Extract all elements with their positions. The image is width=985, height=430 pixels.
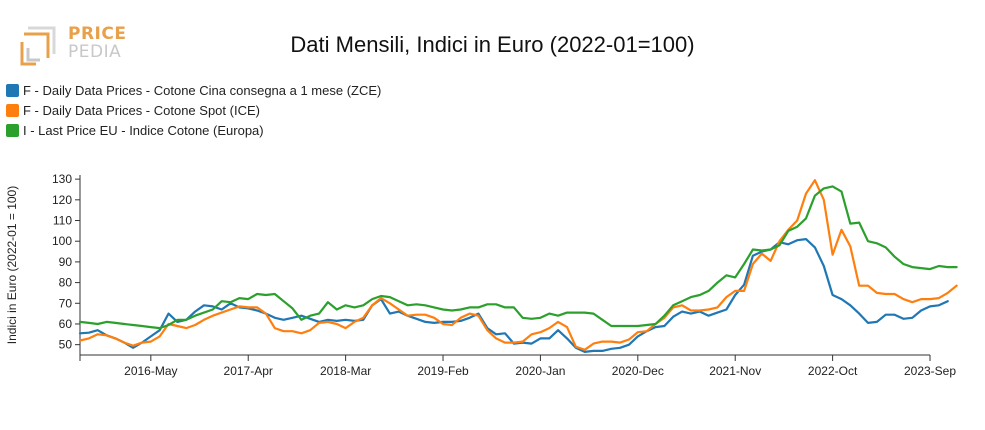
x-tick-label: 2020-Dec [612,364,664,378]
y-tick-label: 50 [59,338,73,352]
x-tick-label: 2020-Jan [515,364,565,378]
pricepedia-logo: PRICE PEDIA [18,24,128,68]
series-lines [78,179,958,353]
x-tick-label: 2022-Oct [808,364,858,378]
legend-item-ice[interactable]: F - Daily Data Prices - Cotone Spot (ICE… [6,100,381,120]
x-tick-label: 2017-Apr [224,364,273,378]
chart-title: Dati Mensili, Indici in Euro (2022-01=10… [290,32,695,57]
y-tick-label: 90 [59,255,73,269]
legend: F - Daily Data Prices - Cotone Cina cons… [6,80,381,140]
axes: 50 60 70 80 90 100 110 120 130 2016-May 2017-Apr 20… [52,172,956,378]
y-tick-label: 110 [53,214,72,228]
logo-line1: PRICE [68,24,127,44]
logo-mark-icon [20,26,56,66]
legend-label-zce: F - Daily Data Prices - Cotone Cina cons… [23,82,382,98]
legend-swatch-ice [6,103,19,117]
logo-text: PRICE PEDIA [68,26,126,61]
y-tick-label: 60 [59,317,73,331]
x-tick-label: 2021-Nov [709,364,761,378]
legend-swatch-eu [6,123,19,137]
legend-label-ice: F - Daily Data Prices - Cotone Spot (ICE… [23,102,260,118]
series-line-1 [78,179,958,351]
y-tick-label: 80 [59,276,73,290]
legend-item-eu[interactable]: I - Last Price EU - Indice Cotone (Europ… [6,120,381,140]
x-tick-label: 2023-Sep [904,364,956,378]
x-tick-label: 2016-May [124,364,177,378]
series-line-0 [78,238,949,353]
y-tick-label: 130 [52,172,72,186]
legend-item-zce[interactable]: F - Daily Data Prices - Cotone Cina cons… [6,80,381,100]
y-tick-label: 120 [52,193,72,207]
legend-label-eu: I - Last Price EU - Indice Cotone (Europ… [23,122,264,138]
legend-swatch-zce [6,83,19,97]
y-tick-label: 70 [59,296,73,310]
logo-line2: PEDIA [68,42,122,62]
x-tick-label: 2018-Mar [320,364,371,378]
y-tick-label: 100 [52,234,72,248]
series-line-2 [78,185,958,330]
x-tick-label: 2019-Feb [417,364,469,378]
